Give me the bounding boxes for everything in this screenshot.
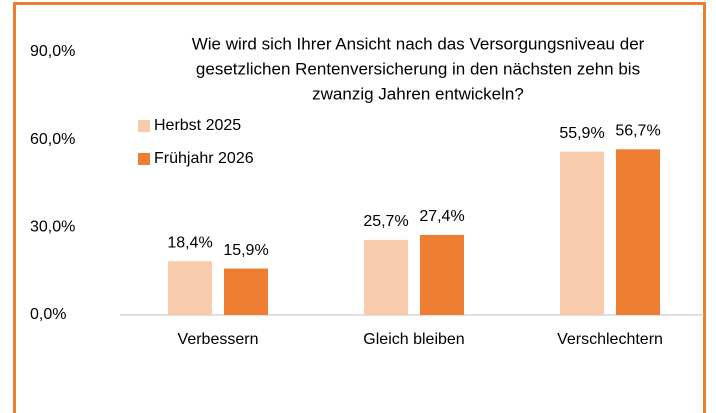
- legend-label: Herbst 2025: [154, 117, 241, 134]
- legend-label: Frühjahr 2026: [154, 150, 254, 167]
- value-label: 18,4%: [167, 234, 212, 251]
- y-tick-label: 60,0%: [30, 131, 75, 148]
- value-label: 55,9%: [559, 125, 604, 142]
- y-tick-label: 30,0%: [30, 219, 75, 236]
- x-tick-label: Verschlechtern: [557, 331, 663, 348]
- bar: [560, 151, 604, 315]
- frame: [13, 2, 706, 413]
- legend-swatch: [138, 153, 150, 165]
- bar: [364, 239, 408, 315]
- x-tick-label: Gleich bleiben: [363, 331, 464, 348]
- x-tick-label: Verbessern: [178, 331, 259, 348]
- value-label: 56,7%: [615, 123, 660, 140]
- value-label: 25,7%: [363, 213, 408, 230]
- chart-title: Wie wird sich Ihrer Ansicht nach das Ver…: [192, 34, 645, 53]
- bar: [420, 234, 464, 315]
- y-tick-label: 90,0%: [30, 43, 75, 60]
- value-label: 27,4%: [419, 208, 464, 225]
- legend-swatch: [138, 120, 150, 132]
- bar: [224, 268, 268, 315]
- chart-title: gesetzlichen Rentenversicherung in den n…: [196, 59, 640, 78]
- y-tick-label: 0,0%: [30, 306, 66, 323]
- value-label: 15,9%: [223, 242, 268, 259]
- bar: [616, 149, 660, 315]
- chart-title: zwanzig Jahren entwickeln?: [312, 84, 524, 103]
- bar: [168, 261, 212, 315]
